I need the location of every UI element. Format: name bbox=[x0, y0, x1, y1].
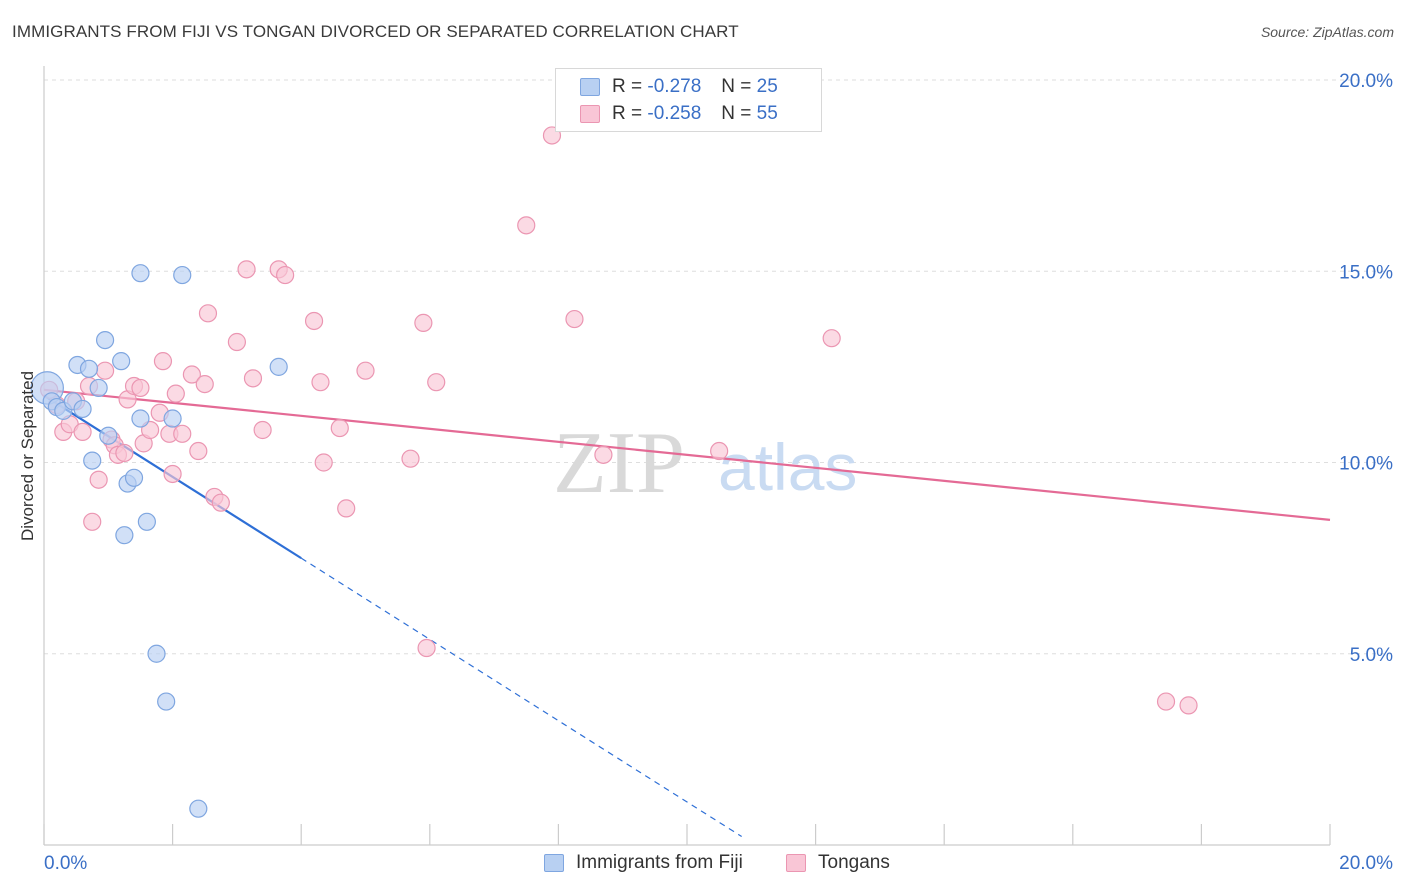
fiji-point bbox=[137, 512, 156, 531]
fiji-point bbox=[99, 426, 118, 445]
fiji-point bbox=[147, 644, 166, 663]
n-value: 55 bbox=[756, 103, 778, 124]
tongan-point bbox=[163, 464, 182, 484]
tongan-point bbox=[330, 418, 349, 438]
r-value: -0.278 bbox=[647, 76, 702, 97]
tongan-point bbox=[153, 352, 173, 371]
tongan-point bbox=[83, 512, 102, 531]
tongan-point bbox=[594, 445, 613, 464]
tongan-point bbox=[189, 441, 208, 461]
fiji-point bbox=[189, 799, 208, 818]
tongan-point bbox=[1156, 692, 1176, 711]
tongan-trend-line bbox=[43, 388, 1331, 521]
fiji-point bbox=[269, 357, 288, 376]
tongan-point bbox=[565, 309, 584, 329]
data-points bbox=[30, 126, 1198, 818]
r-label: R = bbox=[612, 76, 643, 97]
tongan-point bbox=[95, 361, 115, 380]
tongan-point bbox=[115, 443, 134, 463]
tongan-swatch bbox=[580, 105, 600, 123]
tongan-point bbox=[173, 424, 192, 443]
watermark: ZIP atlas bbox=[553, 415, 857, 512]
tongan-point bbox=[517, 216, 536, 235]
tick-labels: 5.0% 10.0% 15.0% 20.0% 0.0% 20.0% bbox=[44, 71, 1393, 874]
tongan-point bbox=[89, 470, 108, 489]
tongan-point bbox=[337, 499, 356, 518]
tongan-point bbox=[237, 260, 256, 279]
tongan-point bbox=[227, 332, 246, 352]
watermark-atlas: atlas bbox=[718, 430, 857, 504]
tongan-point bbox=[417, 638, 436, 658]
fiji-point bbox=[73, 399, 92, 419]
legend-label-tongans: Tongans bbox=[818, 852, 890, 873]
tongan-point bbox=[276, 265, 295, 285]
n-label: N = bbox=[721, 76, 752, 97]
source-label: Source: ZipAtlas.com bbox=[1260, 24, 1394, 40]
y-tick-label: 20.0% bbox=[1339, 71, 1393, 92]
fiji-point bbox=[89, 378, 108, 398]
fiji-point bbox=[163, 409, 182, 428]
r-label: R = bbox=[612, 103, 643, 124]
stats-legend-row-fiji: R = -0.278 N = 25 bbox=[580, 75, 778, 99]
tongan-point bbox=[414, 313, 433, 332]
legend-item-fiji: Immigrants from Fiji bbox=[544, 852, 743, 874]
series-legend: Immigrants from Fiji Tongans bbox=[0, 852, 1406, 876]
n-label: N = bbox=[721, 103, 752, 124]
tongan-point bbox=[311, 373, 330, 392]
tongan-point bbox=[182, 365, 201, 384]
chart-title: IMMIGRANTS FROM FIJI VS TONGAN DIVORCED … bbox=[12, 22, 739, 41]
y-tick-label: 5.0% bbox=[1350, 645, 1393, 666]
legend-item-tongans: Tongans bbox=[786, 852, 890, 874]
tongan-point bbox=[427, 373, 446, 392]
tongan-point bbox=[710, 441, 729, 461]
tongan-point bbox=[73, 422, 92, 441]
stats-legend: R = -0.278 N = 25 R = -0.258 N = 55 bbox=[555, 68, 822, 132]
tongan-point bbox=[195, 374, 214, 394]
fiji-point bbox=[131, 409, 150, 428]
watermark-zip: ZIP bbox=[553, 415, 685, 512]
tongan-point bbox=[131, 378, 150, 398]
fiji-point bbox=[95, 331, 115, 350]
fiji-point bbox=[157, 692, 176, 711]
x-tick-label: 20.0% bbox=[1339, 853, 1393, 874]
fiji-point bbox=[173, 265, 192, 285]
stats-legend-row-tongan: R = -0.258 N = 55 bbox=[580, 102, 778, 126]
tongan-point bbox=[314, 453, 333, 472]
tongan-point bbox=[304, 311, 324, 331]
y-tick-label: 15.0% bbox=[1339, 262, 1393, 283]
tongan-point bbox=[401, 449, 420, 468]
legend-label-fiji: Immigrants from Fiji bbox=[576, 852, 743, 873]
x-tick-label: 0.0% bbox=[44, 853, 87, 874]
fiji-point bbox=[112, 352, 131, 371]
fiji-point bbox=[115, 526, 134, 545]
tongan-point bbox=[1179, 696, 1198, 715]
y-axis-label: Divorced or Separated bbox=[18, 370, 37, 542]
tongan-point bbox=[356, 361, 375, 380]
fiji-point bbox=[79, 359, 99, 378]
fiji-swatch bbox=[580, 78, 600, 96]
fiji-point bbox=[83, 451, 102, 470]
axes bbox=[43, 66, 1331, 846]
r-value: -0.258 bbox=[647, 103, 702, 124]
fiji-point bbox=[124, 468, 144, 487]
tongan-point bbox=[198, 304, 218, 323]
tongan-point bbox=[253, 420, 272, 440]
tongan-point bbox=[166, 384, 185, 403]
y-tick-label: 10.0% bbox=[1339, 454, 1393, 475]
fiji-point bbox=[131, 264, 150, 283]
tongan-point bbox=[822, 329, 841, 348]
tongan-swatch bbox=[786, 854, 806, 872]
fiji-trend-extension bbox=[300, 557, 742, 838]
gridlines bbox=[44, 79, 1395, 655]
tongan-point bbox=[243, 369, 263, 388]
trend-lines bbox=[43, 388, 1331, 838]
n-value: 25 bbox=[756, 76, 778, 97]
tongan-point bbox=[211, 493, 230, 512]
fiji-swatch bbox=[544, 854, 564, 872]
